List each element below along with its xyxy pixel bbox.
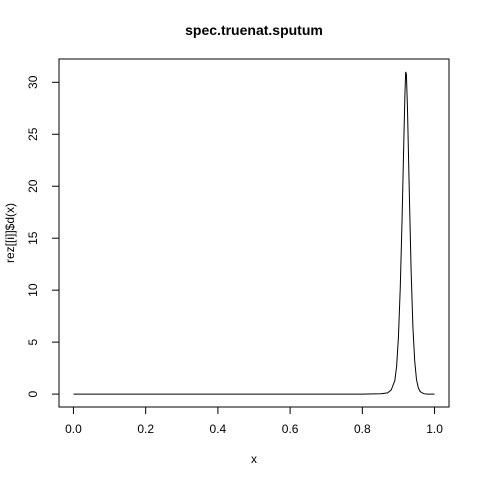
x-tick-label: 1.0: [426, 422, 443, 436]
y-tick-label: 20: [26, 179, 40, 193]
y-tick-label: 25: [26, 127, 40, 141]
y-tick-label: 30: [26, 75, 40, 89]
y-tick-label: 10: [26, 283, 40, 297]
y-axis-label: rez[[i]]$d(x): [3, 203, 17, 263]
x-tick-label: 0.4: [210, 422, 227, 436]
x-tick-label: 0.0: [65, 422, 82, 436]
x-tick-label: 0.8: [354, 422, 371, 436]
x-axis-label: x: [251, 452, 257, 466]
y-axis: 0 5 10 15 20 25 30: [26, 75, 60, 397]
x-tick-label: 0.6: [282, 422, 299, 436]
density-curve-line: [73, 71, 435, 395]
y-tick-label: 0: [26, 390, 40, 397]
x-tick-label: 0.2: [137, 422, 154, 436]
series-layer: [73, 71, 435, 395]
y-tick-label: 15: [26, 231, 40, 245]
chart-title: spec.truenat.sputum: [185, 22, 323, 38]
y-tick-label: 5: [26, 338, 40, 345]
x-axis: 0.0 0.2 0.4 0.6 0.8 1.0: [65, 406, 443, 436]
